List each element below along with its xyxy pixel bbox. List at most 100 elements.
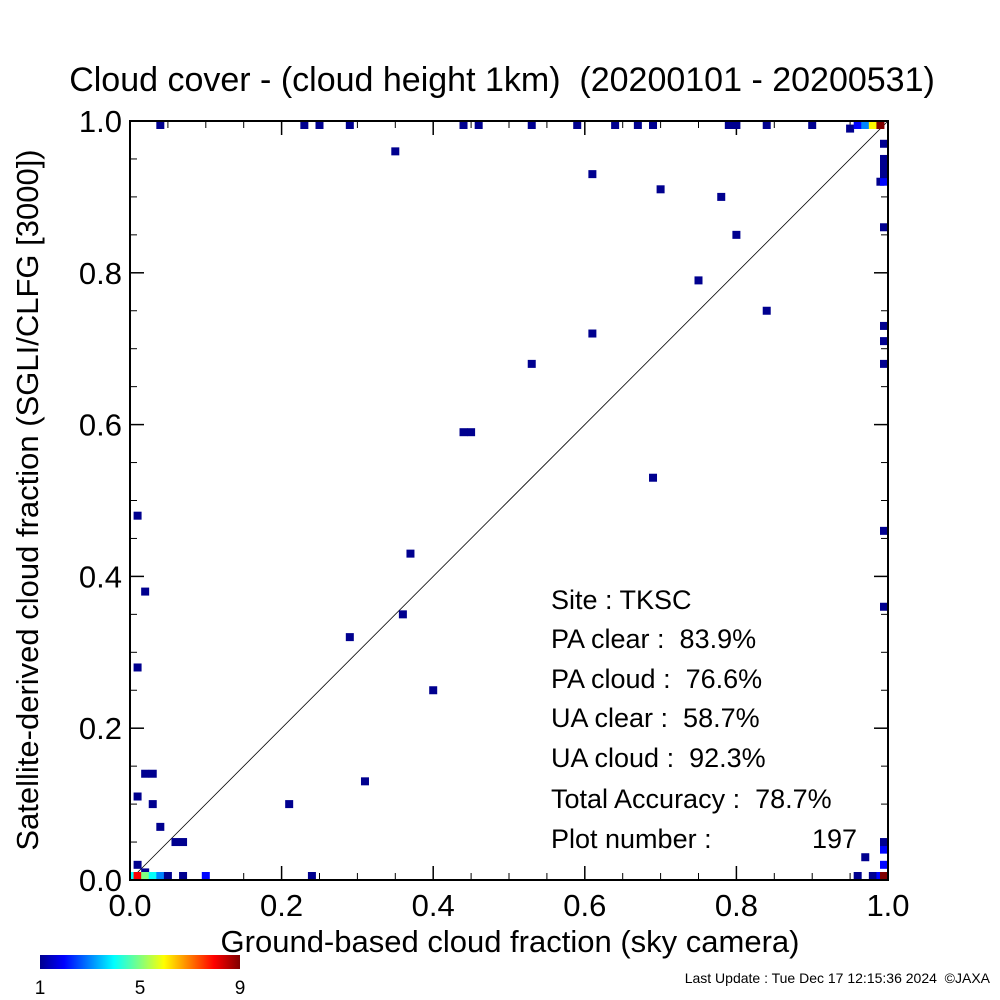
data-point <box>315 121 324 129</box>
data-point <box>527 359 536 368</box>
data-point <box>133 792 142 801</box>
stats-total-accuracy: Total Accuracy : 78.7% <box>551 784 832 814</box>
data-point <box>762 306 771 315</box>
data-point <box>868 872 877 880</box>
data-point <box>880 170 888 179</box>
stats-ua-clear: UA clear : 58.7% <box>551 703 760 733</box>
data-point <box>141 769 150 778</box>
stats-pa-clear: PA clear : 83.9% <box>551 624 756 654</box>
data-point <box>307 872 316 880</box>
axis-ticks: 0.0 0.2 0.4 0.6 0.8 1.0 0.0 0.2 0.4 0.6 0.8 1.0 <box>79 104 910 923</box>
data-point <box>880 154 888 163</box>
data-point <box>861 853 870 862</box>
data-point <box>656 185 665 194</box>
data-point <box>853 872 862 880</box>
data-point <box>880 526 888 535</box>
stats-plot-number-label: Plot number : <box>551 824 712 854</box>
stats-box: Site : TKSC PA clear : 83.9% PA cloud : … <box>551 585 857 854</box>
x-tick-label: 0.8 <box>715 888 758 923</box>
stats-pa-cloud: PA cloud : 76.6% <box>551 664 762 694</box>
data-point <box>391 147 400 156</box>
data-point <box>300 121 309 129</box>
y-axis-label: Satellite-derived cloud fraction (SGLI/C… <box>10 149 45 850</box>
data-point <box>880 139 888 148</box>
data-point <box>156 872 165 880</box>
data-point <box>360 777 369 786</box>
data-point <box>611 121 620 129</box>
data-point <box>880 337 888 346</box>
y-tick-label: 0.6 <box>79 408 122 443</box>
x-tick-label: 1.0 <box>866 888 909 923</box>
data-point <box>694 276 703 285</box>
data-point <box>880 860 888 869</box>
data-point <box>717 192 726 201</box>
data-point <box>880 845 888 854</box>
stats-ua-cloud: UA cloud : 92.3% <box>551 743 766 773</box>
data-point <box>762 121 771 129</box>
data-point <box>633 121 642 129</box>
data-point <box>588 170 597 179</box>
data-point <box>163 872 172 880</box>
plot-frame <box>129 120 889 881</box>
data-point <box>588 329 597 338</box>
data-point <box>148 872 157 880</box>
x-tick-label: 0.2 <box>260 888 303 923</box>
data-point <box>179 838 188 847</box>
data-point <box>732 121 741 129</box>
data-point <box>148 800 157 809</box>
data-point <box>133 511 142 520</box>
colorbar <box>40 955 240 969</box>
data-point <box>880 177 888 186</box>
data-point <box>459 428 468 437</box>
data-point <box>880 162 888 171</box>
data-point <box>474 121 483 129</box>
data-point <box>880 321 888 330</box>
data-point <box>345 633 354 642</box>
data-points <box>130 121 888 880</box>
x-axis-label: Ground-based cloud fraction (sky camera) <box>221 924 800 959</box>
chart-title: Cloud cover - (cloud height 1km) (202001… <box>69 61 935 99</box>
data-point <box>429 686 438 695</box>
data-point <box>148 769 157 778</box>
data-point <box>880 223 888 232</box>
data-point <box>846 124 855 133</box>
stats-site: Site : TKSC <box>551 585 692 615</box>
y-tick-label: 0.8 <box>79 256 122 291</box>
data-point <box>141 872 150 880</box>
data-point <box>880 359 888 368</box>
data-point <box>853 121 862 129</box>
data-point <box>649 473 658 482</box>
y-tick-label: 0.0 <box>79 863 122 898</box>
data-point <box>808 121 817 129</box>
x-tick-label: 0.6 <box>563 888 606 923</box>
data-point <box>880 872 888 880</box>
y-tick-label: 1.0 <box>79 104 122 139</box>
data-point <box>201 872 210 880</box>
data-point <box>133 860 142 869</box>
y-tick-label: 0.4 <box>79 559 122 594</box>
data-point <box>868 121 877 129</box>
data-point <box>345 121 354 129</box>
data-point <box>398 610 407 619</box>
data-point <box>156 822 165 831</box>
data-point <box>141 587 150 596</box>
data-point <box>880 602 888 611</box>
colorbar-max-label: 9 <box>235 978 246 999</box>
data-point <box>156 121 165 129</box>
data-point <box>649 121 658 129</box>
one-to-one-line <box>129 120 889 881</box>
data-point <box>179 872 188 880</box>
data-point <box>171 838 180 847</box>
y-tick-label: 0.2 <box>79 711 122 746</box>
last-update-text: Last Update : Tue Dec 17 12:15:36 2024 ©… <box>685 970 991 986</box>
data-point <box>406 549 415 558</box>
data-point <box>724 121 733 129</box>
data-point <box>285 800 294 809</box>
colorbar-min-label: 1 <box>35 978 46 999</box>
data-point <box>861 121 870 129</box>
data-point <box>459 121 468 129</box>
colorbar-mid-label: 5 <box>135 978 146 999</box>
data-point <box>467 428 476 437</box>
data-point <box>133 872 142 880</box>
